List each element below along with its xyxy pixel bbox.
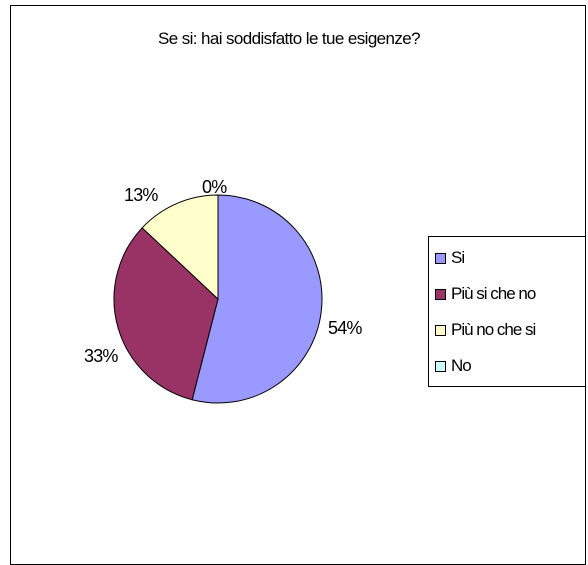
legend-label-pi-si-che-no: Più si che no (451, 284, 536, 303)
legend-swatch-pi-si-che-no (435, 288, 446, 300)
data-label-pi-si-che-no: 33% (84, 346, 118, 366)
legend-item-pi-no-che-si: Più no che si (435, 318, 536, 342)
legend-label-pi-no-che-si: Più no che si (451, 320, 536, 339)
pie-slice-pi-no-che-si (141, 194, 219, 301)
legend-label-si: Si (451, 248, 465, 267)
pie-slice-pi-si-che-no (113, 227, 219, 401)
legend-swatch-pi-no-che-si (435, 324, 446, 336)
data-label-no: 0% (202, 177, 227, 197)
legend-swatch-no (435, 360, 446, 372)
legend-item-pi-si-che-no: Più si che no (435, 282, 536, 306)
legend-label-no: No (451, 356, 472, 375)
legend-item-si: Si (435, 246, 465, 270)
data-label-pi-no-che-si: 13% (124, 185, 158, 205)
legend: Si Più si che no Più no che si No (428, 236, 586, 387)
data-label-si: 54% (328, 318, 362, 338)
chart-title: Se si: hai soddisfatto le tue esigenze? (157, 29, 421, 48)
pie-slice-si (191, 194, 323, 404)
pie-chart: 54% 33% 13% 0% (84, 177, 363, 404)
legend-swatch-si (435, 252, 446, 264)
legend-item-no: No (435, 354, 472, 378)
